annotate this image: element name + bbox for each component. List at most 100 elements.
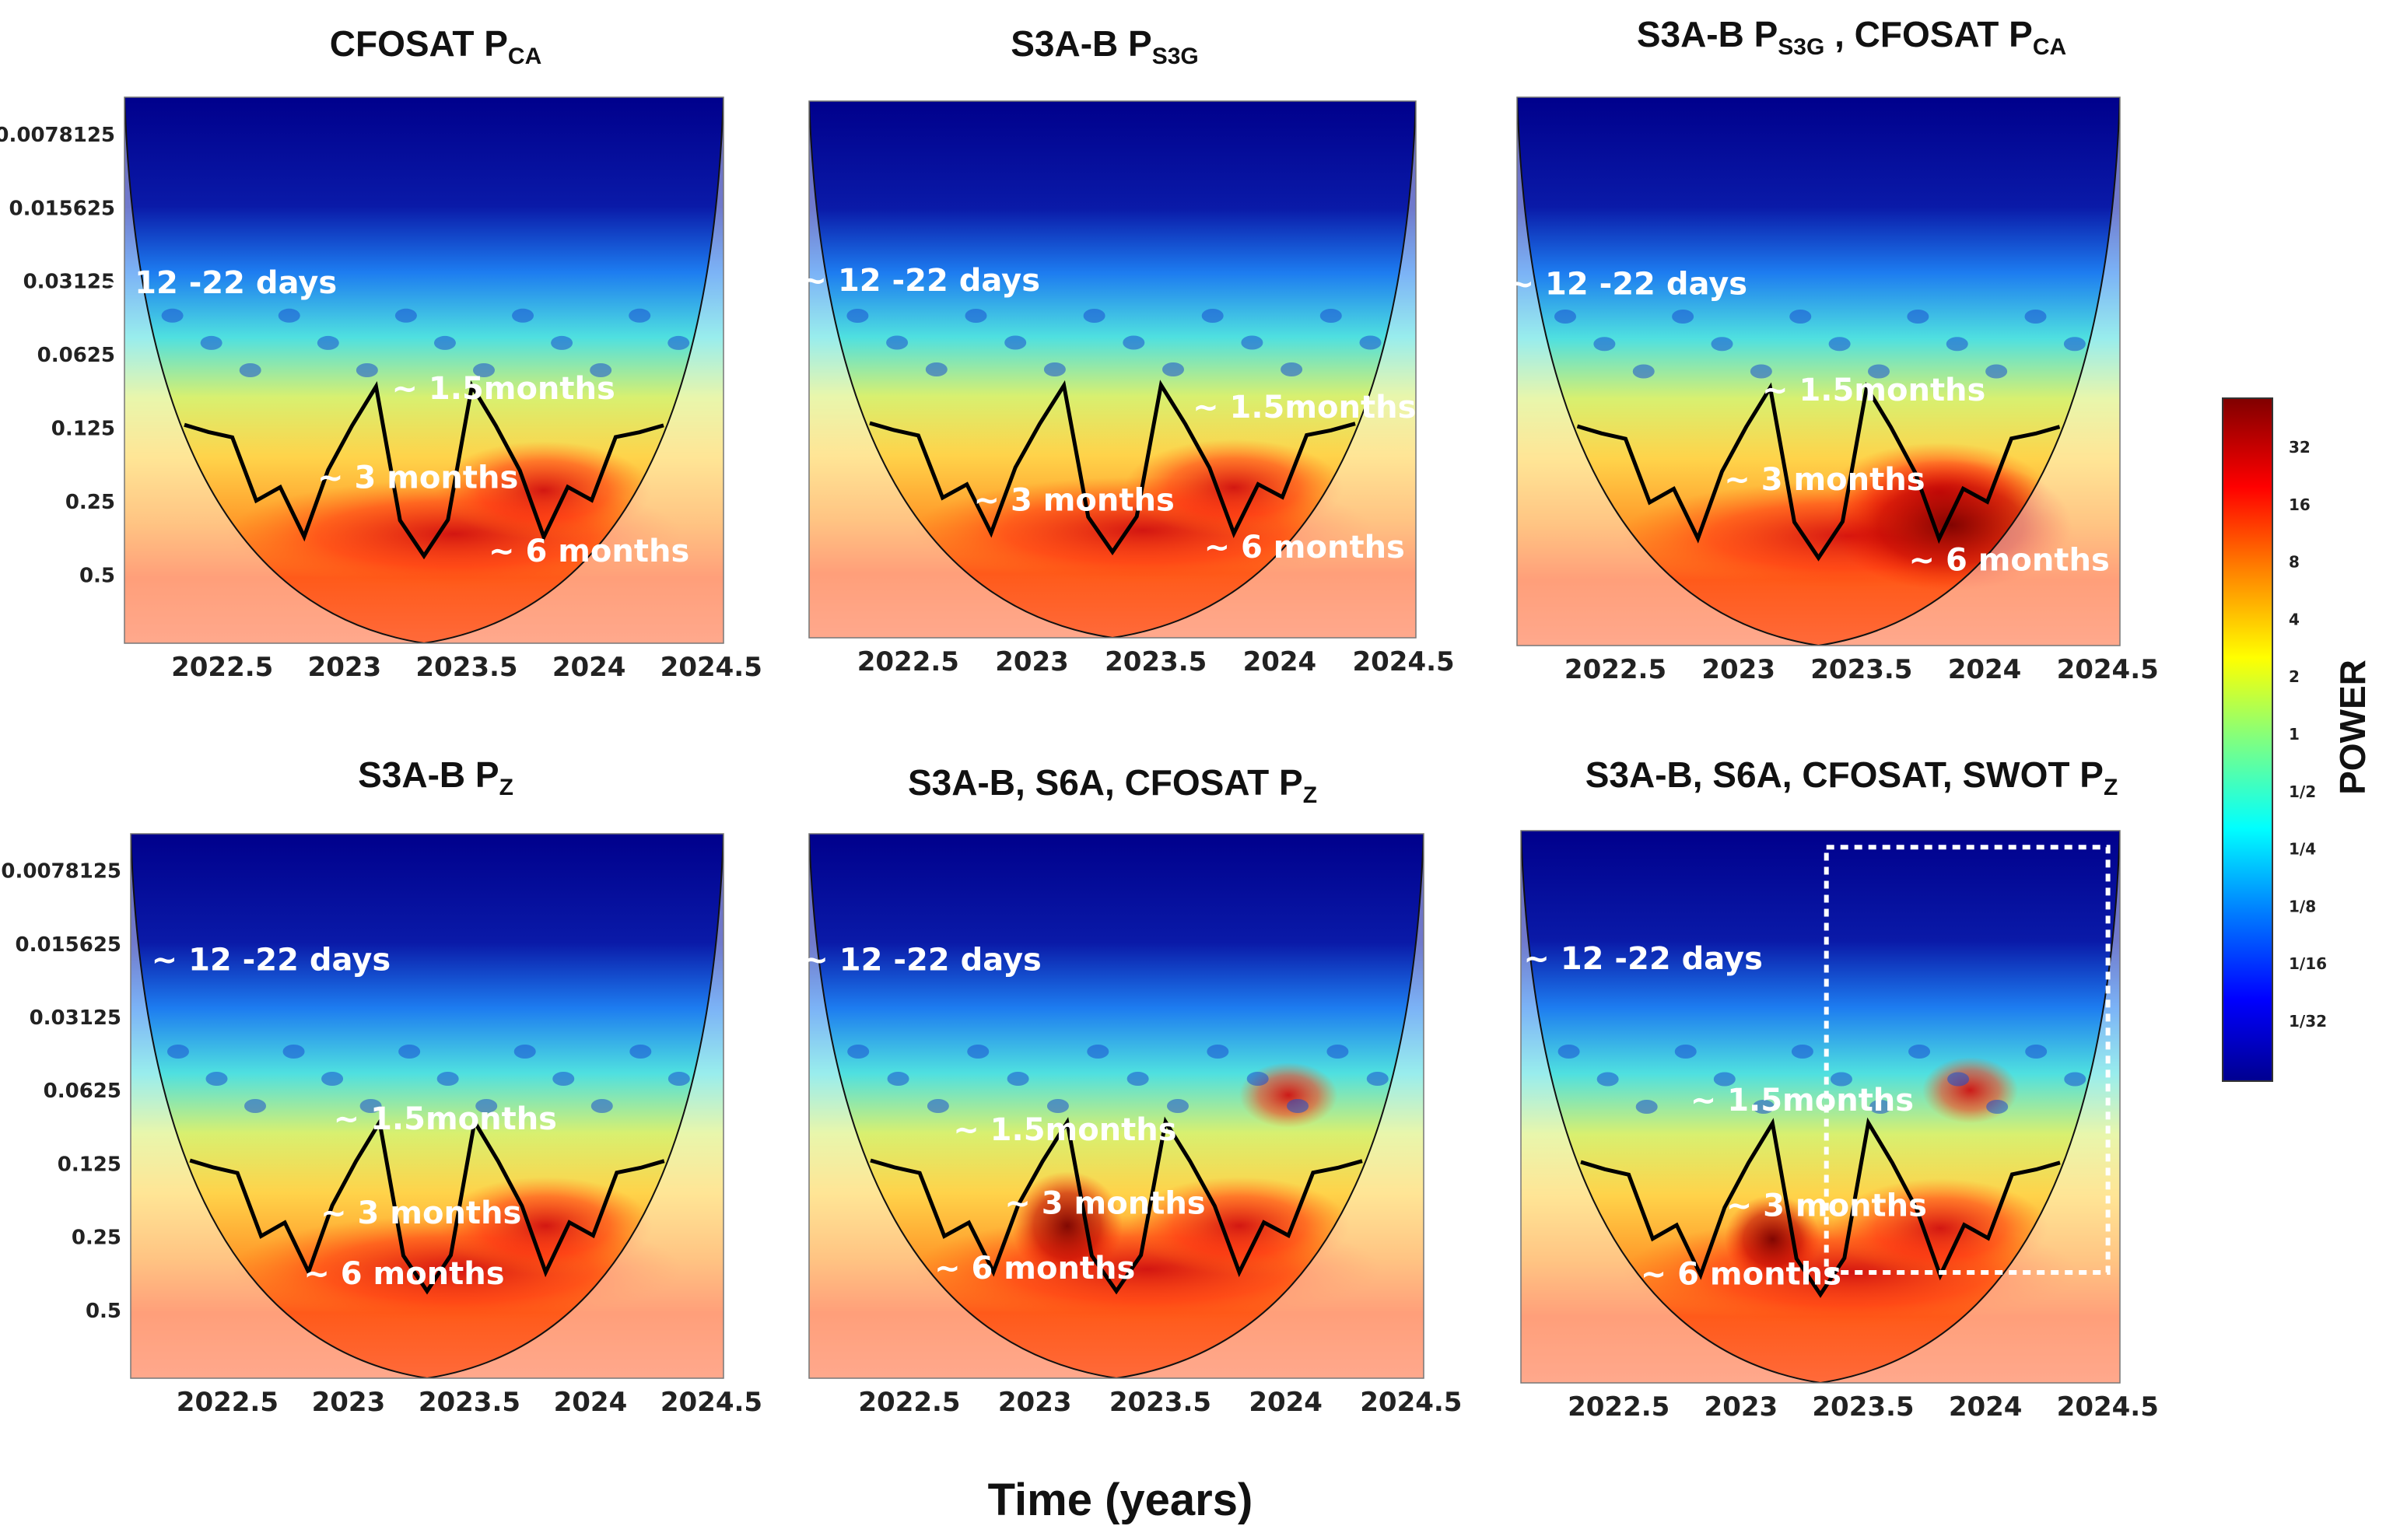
period-annotation: ~ 6 months: [489, 534, 689, 569]
x-tick-label: 2023: [1705, 1391, 1778, 1423]
x-tick-label: 2024: [1243, 646, 1317, 677]
power-low-spot: [925, 362, 948, 376]
x-tick-label: 2024.5: [2057, 654, 2159, 685]
period-annotation: ~ 3 months: [317, 460, 518, 496]
panel-title-subscript-2: CA: [2033, 34, 2066, 60]
power-hotspot: [1831, 459, 2072, 591]
period-annotation: ~ 6 months: [1909, 543, 2110, 579]
panel-title: CFOSAT PCA: [330, 23, 542, 69]
power-low-spot: [1246, 1072, 1269, 1086]
colorbar-tick-label: 16: [2289, 495, 2311, 514]
plot-frame: [130, 833, 724, 1379]
power-low-spot: [1674, 1045, 1697, 1059]
cone-of-influence-mask: [124, 97, 724, 643]
panel-title-main-2: , CFOSAT P: [1824, 14, 2033, 54]
power-low-spot: [629, 308, 651, 323]
power-low-spot: [1869, 1100, 1891, 1114]
x-tick-label: 2023: [995, 646, 1069, 677]
power-low-spot: [359, 1099, 382, 1113]
power-low-spot: [1947, 1072, 1970, 1087]
cone-of-influence-line: [809, 101, 1416, 638]
panel-title-subscript: Z: [499, 775, 513, 800]
period-annotation: ~ 1.5months: [391, 371, 615, 407]
power-low-spot: [1907, 310, 1929, 324]
power-hotspot: [1011, 1171, 1123, 1280]
y-tick-label: 0.0078125: [0, 124, 115, 147]
heatmap-features: [809, 101, 1416, 638]
colorbar: 32 16 8 4 2 1 1/2 1/4 1/8 1/16 1/32 POWER: [2222, 397, 2373, 1082]
power-low-spot: [1087, 1045, 1109, 1059]
x-tick-label: 2022.5: [858, 1387, 960, 1418]
power-low-spot: [1791, 1045, 1813, 1059]
colorbar-tick-label: 1: [2289, 725, 2300, 744]
power-low-spot: [887, 1072, 909, 1086]
panel-title-main: CFOSAT P: [330, 23, 508, 64]
cone-of-influence-line: [124, 97, 724, 643]
power-low-spot: [1207, 1045, 1229, 1059]
power-hotspot: [436, 441, 652, 540]
x-tick-label: 2022.5: [857, 646, 959, 677]
panel-5: S3A-B, S6A, CFOSAT PZ 2022.5 2023 2023.5 202…: [802, 762, 1462, 1418]
power-hotspot: [1832, 1178, 2048, 1279]
power-low-spot: [847, 1045, 870, 1059]
panel-6: S3A-B, S6A, CFOSAT, SWOT PZ 2022.5 2023 202…: [1520, 754, 2159, 1423]
plot-frame: [808, 833, 1424, 1379]
colorbar-ticks: 32 16 8 4 2 1 1/2 1/4 1/8 1/16 1/32: [2289, 438, 2327, 1031]
power-low-spot: [1359, 335, 1382, 350]
panel-title: S3A-B, S6A, CFOSAT, SWOT PZ: [1585, 754, 2118, 800]
period-annotation: ~ 6 months: [303, 1256, 504, 1292]
cone-of-influence-line: [1521, 831, 2120, 1383]
power-low-spot: [1366, 1072, 1389, 1086]
heatmap-features: [809, 834, 1424, 1378]
power-hotspot: [1128, 1177, 1351, 1275]
power-low-spot: [927, 1099, 949, 1113]
power-hotspot: [1922, 1057, 2019, 1124]
power-low-spot: [1711, 337, 1733, 352]
power-low-spot: [278, 308, 300, 323]
colorbar-tick-label: 1/32: [2289, 1012, 2327, 1031]
power-low-spot: [552, 1072, 575, 1086]
power-low-spot: [1596, 1072, 1619, 1087]
y-tick-label: 0.0625: [37, 344, 115, 367]
period-annotation: ~ 3 months: [974, 482, 1175, 518]
y-tick-label: 0.015625: [15, 933, 121, 957]
heatmap-features: [124, 97, 724, 643]
period-annotation: ~ 3 months: [1726, 1188, 1927, 1223]
significance-contour: [869, 380, 1356, 556]
panel-title-subscript: Z: [1303, 782, 1317, 808]
power-low-spot: [2025, 1045, 2048, 1059]
panels-layer: CFOSAT PCA0.00781250.0156250.031250.0625…: [0, 14, 2159, 1423]
power-low-spot: [282, 1045, 305, 1059]
panel-3: S3A-B PS3G , CFOSAT PCA 2022.5 2023 2023.5 2…: [1508, 14, 2159, 685]
period-annotation: ~ 6 months: [934, 1251, 1135, 1286]
period-annotation: ~ 1.5months: [1193, 390, 1416, 425]
power-low-spot: [846, 309, 869, 323]
period-annotation: ~ 6 months: [1204, 530, 1405, 565]
power-low-spot: [1752, 1100, 1775, 1114]
power-low-spot: [1281, 362, 1303, 376]
swot-period-box: [1824, 845, 2111, 1276]
panel-title-main: S3A-B P: [358, 754, 499, 795]
power-low-spot: [1201, 309, 1224, 323]
plot-frame: [808, 100, 1417, 639]
x-tick-label: 2024.5: [1352, 646, 1454, 677]
significance-contour: [870, 1116, 1363, 1295]
power-low-spot: [967, 1045, 990, 1059]
power-low-spot: [1828, 337, 1851, 352]
power-low-spot: [1554, 310, 1576, 324]
power-low-spot: [166, 1045, 189, 1059]
power-low-spot: [1868, 364, 1890, 379]
cone-of-influence-mask: [1517, 97, 2120, 646]
period-annotation: ~ 3 months: [1004, 1185, 1205, 1221]
power-low-spot: [1986, 1100, 2009, 1114]
period-annotation: ~ 12 -22 days: [801, 263, 1041, 299]
power-low-spot: [1713, 1072, 1736, 1087]
x-tick-label: 2024: [1948, 654, 2022, 685]
power-low-spot: [356, 363, 378, 377]
power-low-spot: [667, 335, 690, 350]
power-low-spot: [1162, 362, 1184, 376]
x-tick-label: 2024: [1949, 1391, 2023, 1423]
power-low-spot: [629, 1045, 652, 1059]
x-tick-label: 2024.5: [1360, 1387, 1462, 1418]
power-low-spot: [433, 335, 456, 350]
